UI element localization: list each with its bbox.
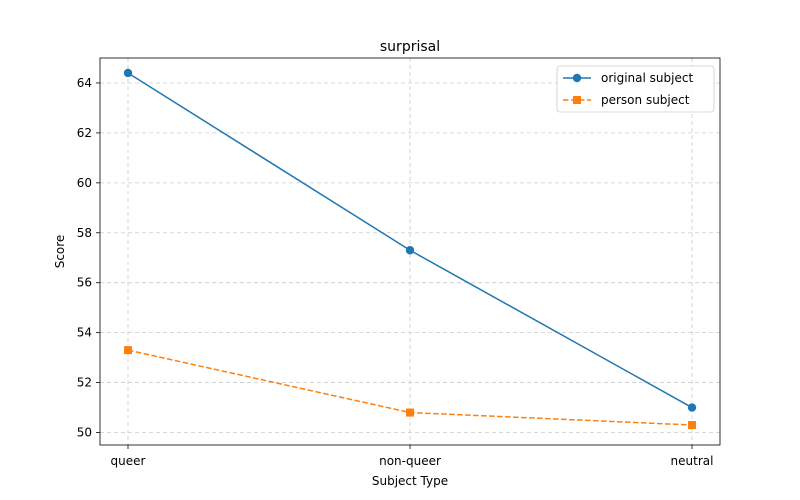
x-tick-label: non-queer — [379, 454, 441, 468]
legend-box — [556, 65, 715, 113]
ticks: queer non-queer neutral 50 52 54 56 58 60 62 64 — [77, 76, 714, 468]
series-0 — [123, 68, 697, 412]
y-tick-label: 58 — [77, 226, 92, 240]
series-1 — [124, 346, 696, 430]
data-point — [406, 408, 414, 417]
chart-title: surprisal — [380, 39, 440, 55]
x-axis-label: Subject Type — [372, 474, 448, 488]
grid — [100, 58, 720, 445]
y-axis-label: Score — [53, 235, 67, 269]
legend-swatch-marker — [573, 96, 581, 104]
data-point — [687, 403, 697, 412]
y-tick-label: 60 — [77, 176, 92, 190]
legend-label: original subject — [601, 71, 693, 85]
y-tick-label: 62 — [77, 126, 92, 140]
legend-label: person subject — [601, 93, 690, 107]
y-tick-label: 64 — [77, 76, 92, 90]
legend-item: person subject — [563, 93, 690, 107]
data-point — [405, 246, 415, 255]
legend-swatch-marker — [572, 73, 582, 83]
legend-item: original subject — [563, 71, 693, 85]
data-point — [688, 421, 696, 430]
series-layer — [123, 68, 697, 430]
y-tick-label: 52 — [77, 376, 92, 390]
x-tick-label: neutral — [671, 454, 714, 468]
y-tick-label: 50 — [77, 426, 92, 440]
y-tick-label: 54 — [77, 326, 92, 340]
legend: original subject person subject — [556, 65, 715, 113]
data-point — [123, 68, 133, 78]
x-tick-label: queer — [111, 454, 146, 468]
y-tick-label: 56 — [77, 276, 92, 290]
data-point — [124, 346, 132, 355]
